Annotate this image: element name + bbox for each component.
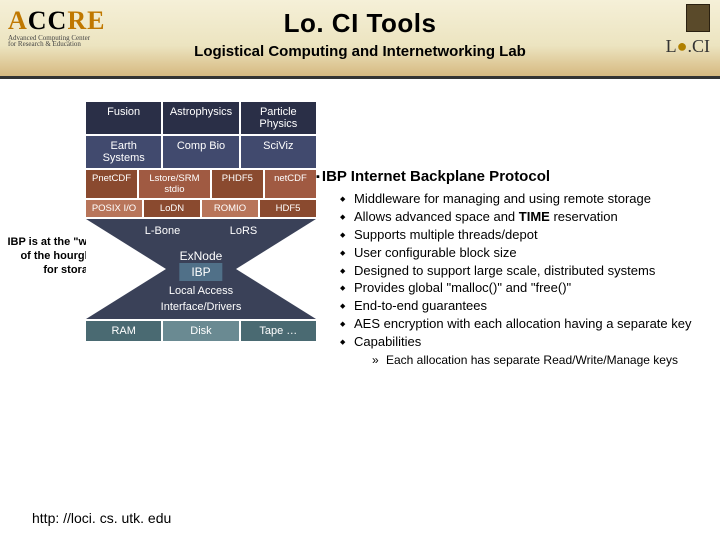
storage-cell: Tape …	[241, 321, 316, 341]
sub-bullet-item: Each allocation has separate Read/Write/…	[372, 353, 712, 367]
bullet-item: Capabilities	[340, 334, 712, 351]
app-cell: Astrophysics	[163, 102, 238, 134]
app-cell: Particle Physics	[241, 102, 316, 134]
footer-url: http: //loci. cs. utk. edu	[32, 510, 171, 526]
title-block: Lo. CI Tools Logistical Computing and In…	[0, 0, 720, 60]
lib-cell: POSIX I/O	[86, 200, 142, 217]
bullet-item: AES encryption with each allocation havi…	[340, 316, 712, 333]
text-column: IBP Internet Backplane Protocol Middlewa…	[316, 168, 712, 367]
lib-cell: ROMIO	[202, 200, 258, 217]
app-cell: SciViz	[241, 136, 316, 168]
lib-cell: PnetCDF	[86, 170, 137, 198]
app-cell: Comp Bio	[163, 136, 238, 168]
storage-cell: RAM	[86, 321, 161, 341]
logo-accre: ACCRE Advanced Computing Center for Rese…	[8, 6, 105, 48]
lib-cell: netCDF	[265, 170, 316, 198]
bullet-item: Supports multiple threads/depot	[340, 227, 712, 244]
logo-loci: L●.CI	[666, 36, 710, 57]
bullet-item: Designed to support large scale, distrib…	[340, 263, 712, 280]
ibp-box: IBP	[179, 263, 222, 281]
content-area: IBP is at the "waist of the hourglass fo…	[0, 88, 720, 540]
hourglass-diagram: Fusion Astrophysics Particle Physics Ear…	[86, 102, 316, 343]
lib-cell: HDF5	[260, 200, 316, 217]
sub-bullet-list: Each allocation has separate Read/Write/…	[372, 353, 712, 367]
bullet-list: Middleware for managing and using remote…	[340, 191, 712, 351]
logo-sub2: for Research & Education	[8, 40, 105, 48]
bullet-item: Middleware for managing and using remote…	[340, 191, 712, 208]
funnel: L-Bone LoRS ExNode IBP Local Access Inte…	[86, 219, 316, 319]
lib-cell: PHDF5	[212, 170, 263, 198]
app-cell: Fusion	[86, 102, 161, 134]
storage-cell: Disk	[163, 321, 238, 341]
bullet-item: Allows advanced space and TIME reservati…	[340, 209, 712, 226]
page-subtitle: Logistical Computing and Internetworking…	[0, 43, 720, 60]
shield-icon	[686, 4, 710, 32]
slide-header: ACCRE Advanced Computing Center for Rese…	[0, 0, 720, 78]
page-title: Lo. CI Tools	[0, 8, 720, 39]
section-title: IBP Internet Backplane Protocol	[316, 168, 712, 185]
bullet-item: End-to-end guarantees	[340, 298, 712, 315]
bullet-item: Provides global "malloc()" and "free()"	[340, 280, 712, 297]
bullet-item: User configurable block size	[340, 245, 712, 262]
app-cell: Earth Systems	[86, 136, 161, 168]
lib-cell: LoDN	[144, 200, 200, 217]
lib-cell: Lstore/SRM stdio	[139, 170, 210, 198]
